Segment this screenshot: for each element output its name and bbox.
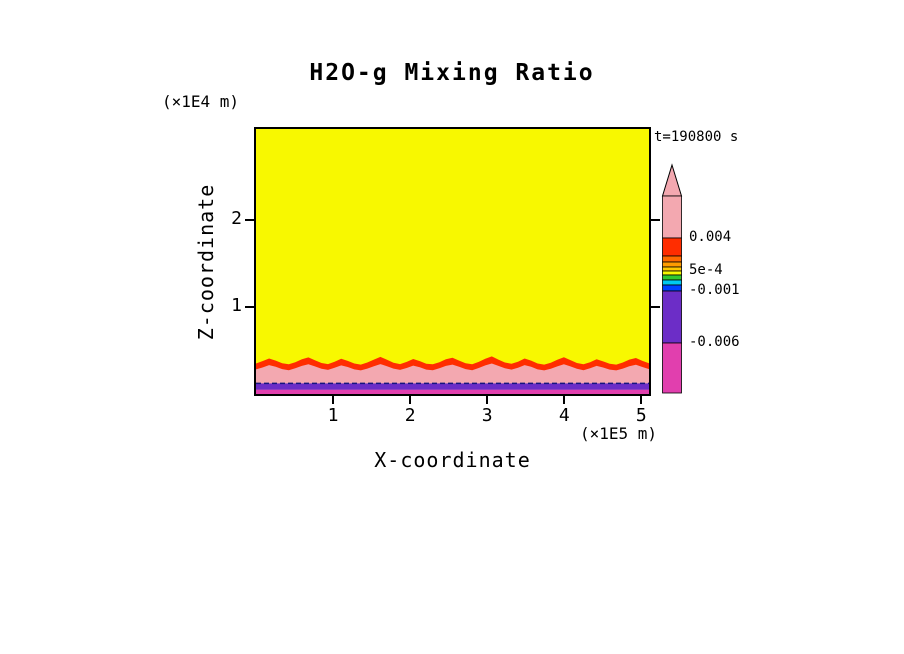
colorbar: [661, 163, 683, 394]
colorbar-value-label: 5e-4: [689, 262, 723, 278]
y-tick-mark: [651, 306, 660, 309]
y-tick-mark: [651, 219, 660, 222]
colorbar-value-label: -0.001: [689, 282, 740, 298]
chart-title: H2O-g Mixing Ratio: [309, 60, 595, 86]
colorbar-segment: [662, 284, 682, 292]
x-axis-unit: (×1E5 m): [579, 424, 657, 443]
colorbar-arrow: [661, 163, 683, 197]
time-annotation: t=190800 s: [654, 129, 739, 145]
colorbar-segment: [662, 237, 682, 257]
x-tick-mark: [640, 396, 643, 404]
x-tick-mark: [409, 396, 412, 404]
colorbar-segment: [662, 342, 682, 394]
colorbar-segment: [662, 270, 682, 276]
x-tick-label: 5: [635, 405, 647, 426]
colorbar-segment: [662, 274, 682, 281]
y-tick-mark: [245, 306, 254, 309]
colorbar-value-label: 0.004: [689, 229, 732, 245]
colorbar-value-label: -0.006: [689, 334, 740, 350]
plot-area: [254, 127, 651, 396]
y-tick-label: 1: [231, 295, 242, 317]
colorbar-segment: [662, 266, 682, 272]
y-axis-title: Z-coordinate: [194, 183, 218, 341]
x-tick-label: 2: [404, 405, 416, 426]
colorbar-segment: [662, 279, 682, 286]
colorbar-segment: [662, 195, 682, 239]
x-tick-mark: [486, 396, 489, 404]
colorbar-segment: [662, 255, 682, 263]
x-tick-mark: [332, 396, 335, 404]
magenta-surface-strip: [256, 389, 649, 394]
y-axis-unit: (×1E4 m): [162, 92, 240, 111]
x-tick-label: 4: [558, 405, 570, 426]
y-tick-label: 2: [231, 208, 242, 230]
x-axis-title: X-coordinate: [374, 448, 531, 472]
x-tick-label: 3: [481, 405, 493, 426]
colorbar-segment: [662, 261, 682, 268]
y-tick-mark: [245, 219, 254, 222]
colorbar-segment: [662, 290, 682, 344]
x-tick-label: 1: [327, 405, 339, 426]
contour-field: [256, 129, 649, 394]
x-tick-mark: [563, 396, 566, 404]
violet-surface-strip: [256, 383, 649, 390]
